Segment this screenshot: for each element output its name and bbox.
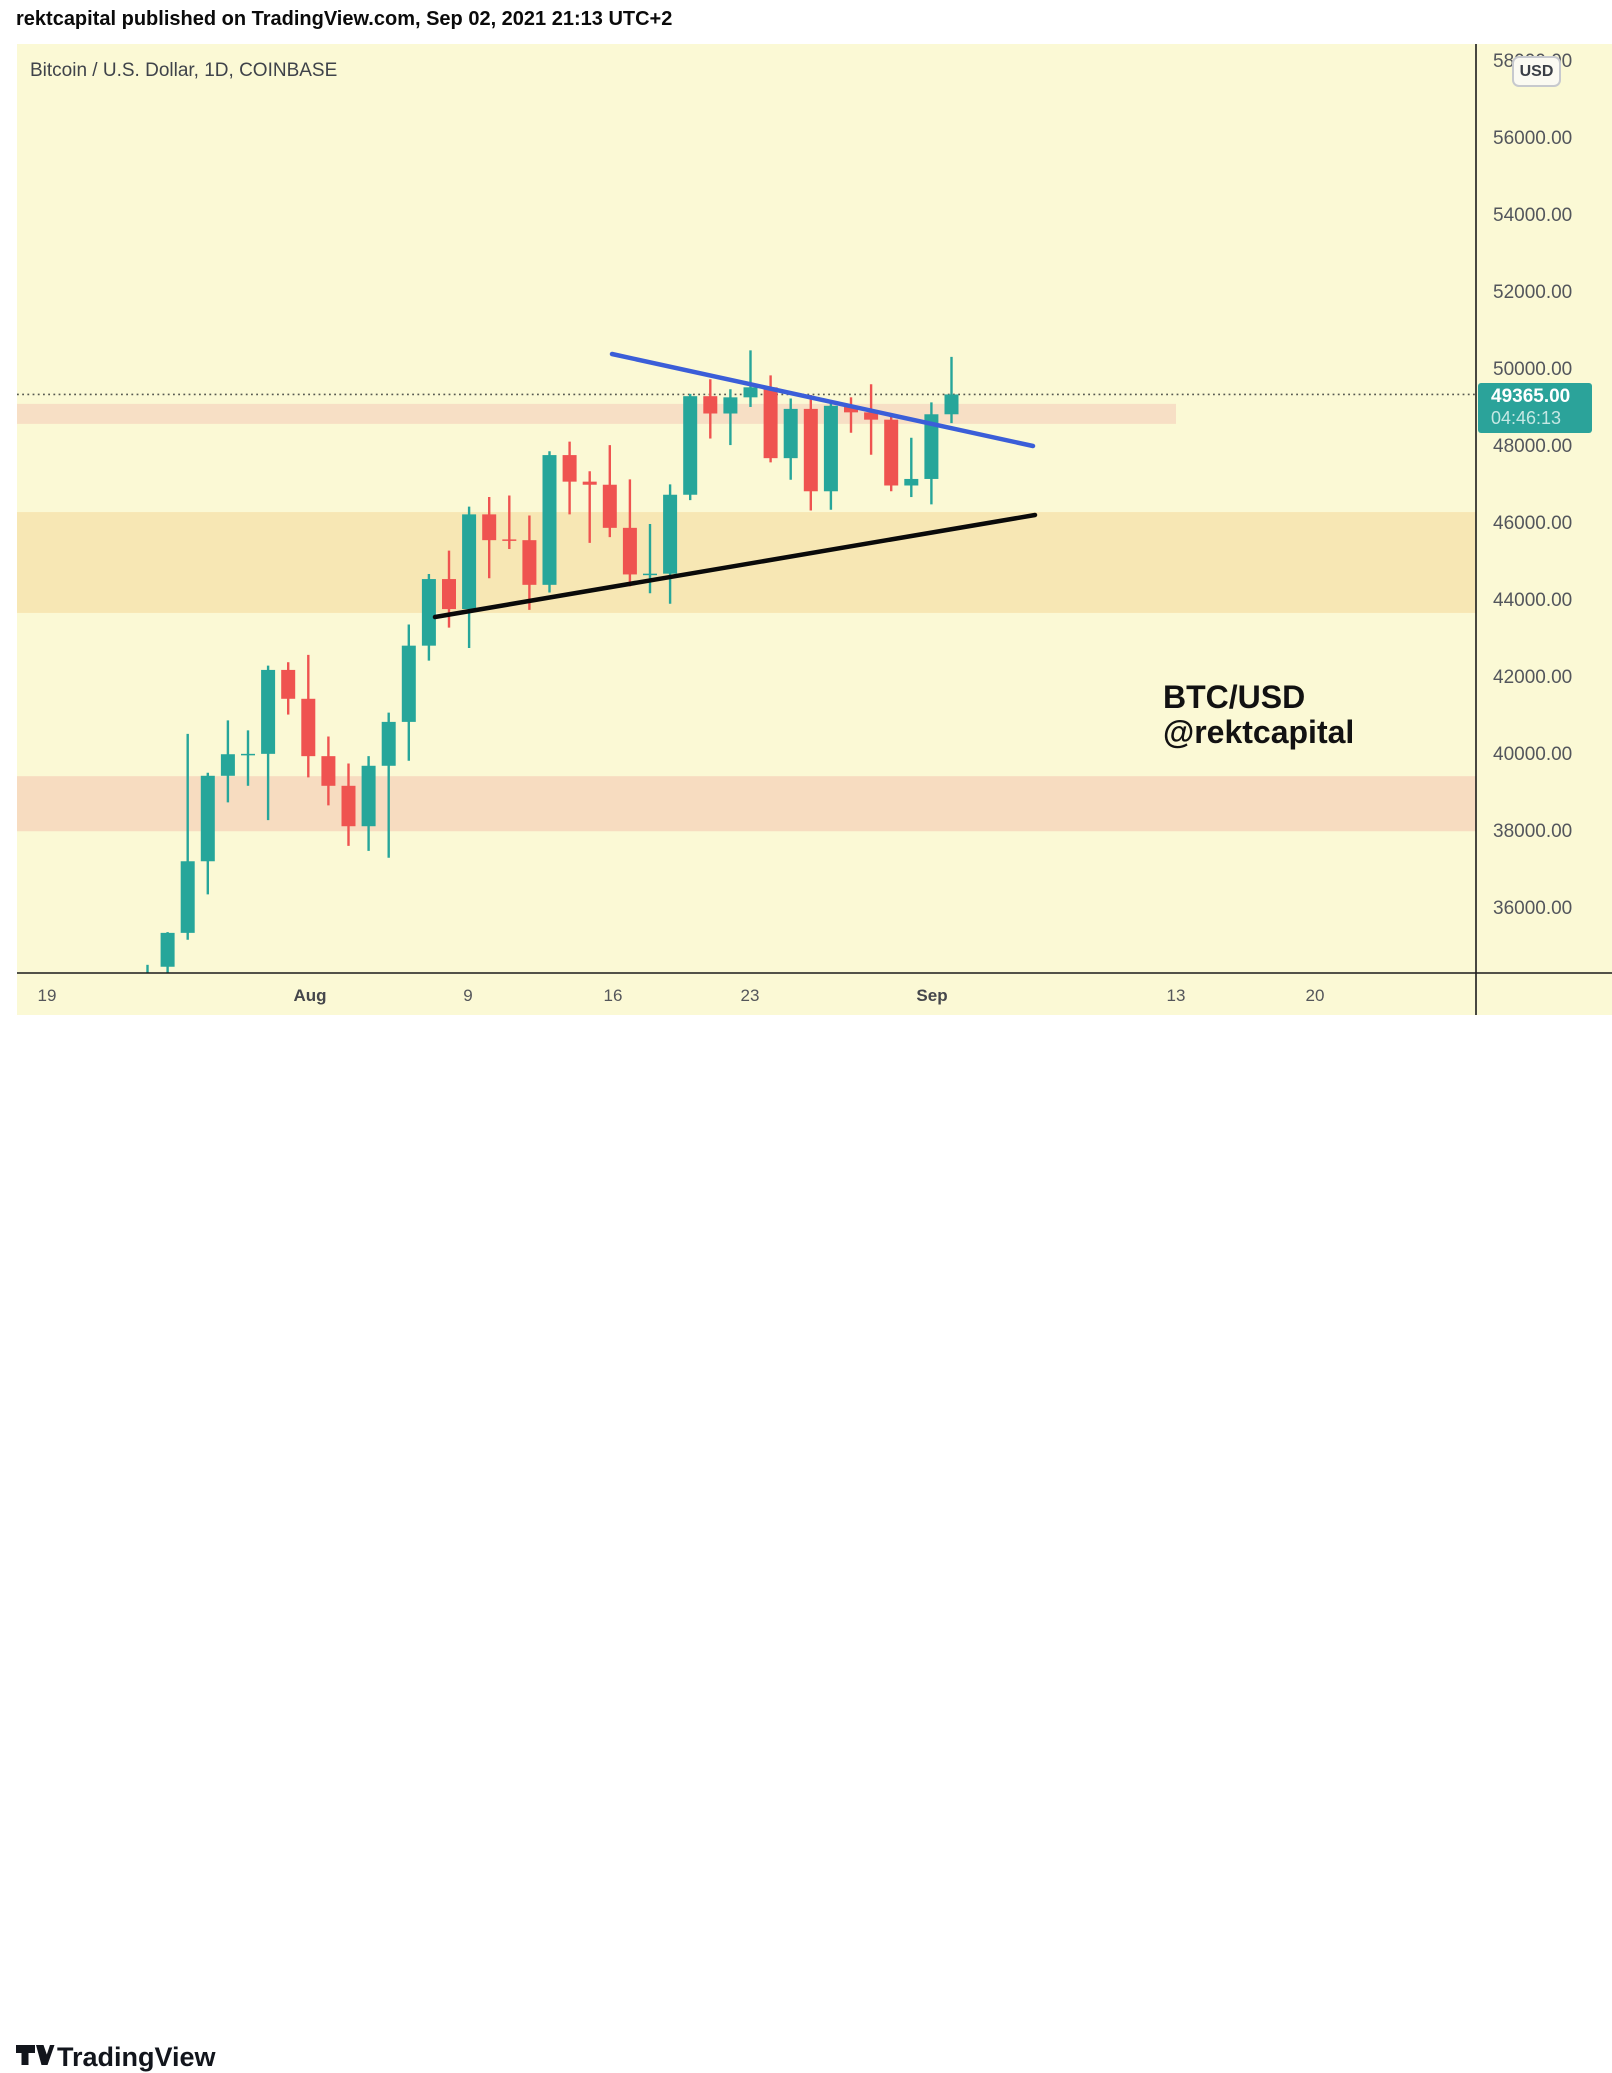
tradingview-brand-text[interactable]: TradingView [57,2042,216,2072]
price-scale-label: 46000.00 [1493,513,1573,534]
candle [924,414,939,479]
candle [884,419,899,486]
candle [381,721,396,766]
candle [421,579,436,646]
candle [401,645,416,722]
candle [622,527,637,575]
candle [904,478,919,486]
publish-header-text: rektcapital published on TradingView.com… [16,8,673,30]
chart-watermark: BTC/USD @rektcapital [1163,680,1354,750]
candle [321,756,336,786]
candle [864,412,879,420]
price-scale-label: 38000.00 [1493,821,1573,842]
candle [261,669,276,754]
publish-header: rektcapital published on TradingView.com… [0,0,1612,44]
candle [180,861,195,933]
candle [643,573,657,576]
candle [160,932,175,967]
candle [944,394,959,415]
candle [462,514,477,610]
time-scale-label: 13 [1166,986,1186,1005]
tradingview-logo-icon[interactable] [15,2041,55,2071]
candle [823,405,838,492]
candles-group [141,350,959,1001]
time-scale-label: 20 [1305,986,1325,1005]
time-scale-label: Sep [916,986,948,1005]
last-price-badge: 49365.00 04:46:13 [1478,383,1592,433]
candle [723,397,738,414]
candle [542,455,557,585]
candle [281,669,296,699]
candle [301,698,316,757]
price-scale-label: 50000.00 [1493,359,1573,380]
candle [743,387,758,398]
price-scale-label: 54000.00 [1493,205,1573,226]
candle [141,974,155,1001]
time-scale-label: 9 [463,986,473,1005]
price-scale-label: 52000.00 [1493,282,1573,303]
price-scale-label: 40000.00 [1493,744,1573,765]
time-scale-label: 16 [603,986,623,1005]
candle [502,539,517,541]
price-scale-label: 44000.00 [1493,590,1573,611]
candle [803,408,818,492]
candle [844,405,858,413]
resistance-zone-upper [17,403,1176,424]
price-scale-label: 48000.00 [1493,436,1573,457]
time-scale-label: 19 [37,986,57,1005]
candle [562,455,577,482]
footer-bar: TradingView [0,1015,1612,2072]
price-scale-label: 56000.00 [1493,128,1573,149]
last-price-value: 49365.00 [1491,386,1571,407]
candle [200,775,215,862]
time-scale-label: 23 [740,986,760,1005]
candle [763,387,778,459]
symbol-title: Bitcoin / U.S. Dollar, 1D, COINBASE [30,60,338,81]
currency-toggle-button[interactable]: USD [1512,56,1561,87]
candle [442,579,456,610]
candle [361,765,376,827]
candle [482,514,497,541]
support-zone-lower [17,776,1476,832]
candle [522,540,537,585]
candle [703,396,718,414]
ascending-support-trendline[interactable] [432,512,1038,620]
descending-resistance-trendline[interactable] [609,351,1036,449]
candle [582,481,597,485]
candle [663,494,678,574]
candle [220,754,235,776]
candle [341,785,356,827]
price-scale-label: 36000.00 [1493,898,1573,919]
chart-canvas[interactable] [0,0,1612,1080]
candle [241,753,255,756]
candle [783,408,798,459]
candle [683,396,698,495]
candle [602,484,617,528]
candle-countdown: 04:46:13 [1491,408,1562,428]
watermark-handle: @rektcapital [1163,714,1355,750]
watermark-symbol: BTC/USD [1163,679,1306,715]
time-scale-label: Aug [293,986,327,1005]
price-scale-label: 42000.00 [1493,667,1573,688]
